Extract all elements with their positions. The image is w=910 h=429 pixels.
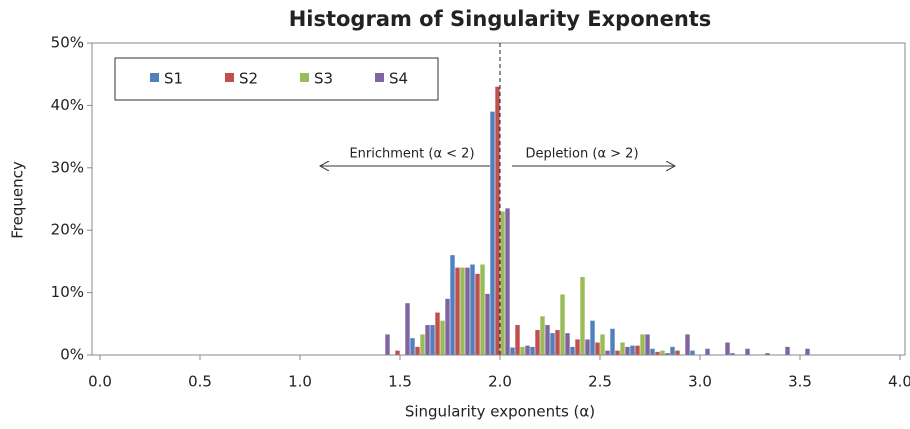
bar <box>660 350 665 355</box>
y-tick-label: 20% <box>51 221 84 239</box>
y-tick-label: 0% <box>60 346 84 364</box>
legend-swatch <box>150 73 159 82</box>
bar <box>630 345 635 355</box>
bar <box>430 325 435 355</box>
legend-swatch <box>225 73 234 82</box>
bar <box>505 208 510 355</box>
bar <box>620 342 625 355</box>
y-tick-label: 10% <box>51 283 84 301</box>
bar <box>605 350 610 355</box>
bar <box>555 330 560 355</box>
chart-title: Histogram of Singularity Exponents <box>289 7 712 31</box>
annotation: Enrichment (α < 2) <box>349 147 474 162</box>
bar <box>725 342 730 355</box>
bar <box>435 312 440 355</box>
x-tick-label: 0.5 <box>188 373 212 391</box>
legend-label: S4 <box>389 70 408 88</box>
bar <box>405 303 410 355</box>
bar <box>560 294 565 355</box>
bar <box>475 273 480 355</box>
bar <box>585 339 590 355</box>
bar <box>415 346 420 355</box>
legend-label: S3 <box>314 70 333 88</box>
x-tick-label: 1.5 <box>388 373 412 391</box>
y-tick-label: 50% <box>51 34 84 52</box>
annotation: Depletion (α > 2) <box>525 147 638 162</box>
x-tick-label: 4.0 <box>888 373 910 391</box>
bar <box>520 346 525 355</box>
bar <box>615 350 620 355</box>
bar <box>525 345 530 355</box>
bar <box>665 353 670 355</box>
legend <box>114 57 439 101</box>
bar <box>645 334 650 355</box>
bar <box>500 211 505 355</box>
bar <box>425 325 430 355</box>
bar <box>535 330 540 355</box>
bar <box>455 267 460 355</box>
x-axis-label: Singularity exponents (α) <box>405 403 595 421</box>
bar <box>445 298 450 355</box>
legend-swatch <box>375 73 384 82</box>
bar <box>595 342 600 355</box>
x-tick-label: 3.5 <box>788 373 812 391</box>
bar <box>410 338 415 355</box>
bar <box>745 348 750 355</box>
bar <box>540 316 545 355</box>
bar <box>440 320 445 355</box>
bar <box>545 325 550 355</box>
bar <box>530 346 535 355</box>
bar <box>625 346 630 355</box>
x-tick-label: 1.0 <box>288 373 312 391</box>
bar <box>610 328 615 355</box>
bar <box>765 353 770 355</box>
bar <box>805 348 810 355</box>
bar <box>470 264 475 355</box>
bar <box>395 350 400 355</box>
x-tick-label: 0.0 <box>88 373 112 391</box>
legend-swatch <box>300 73 309 82</box>
bar <box>655 351 660 355</box>
bar <box>600 334 605 355</box>
bar <box>485 293 490 355</box>
x-tick-label: 3.0 <box>688 373 712 391</box>
bar <box>580 277 585 355</box>
bar <box>670 346 675 355</box>
bar <box>730 353 735 355</box>
y-tick-label: 40% <box>51 96 84 114</box>
bar <box>495 86 500 356</box>
bar <box>460 267 465 355</box>
bar <box>690 350 695 355</box>
x-tick-label: 2.5 <box>588 373 612 391</box>
bar <box>650 348 655 355</box>
bar <box>465 267 470 355</box>
x-tick-label: 2.0 <box>488 373 512 391</box>
bar <box>685 334 690 355</box>
bar <box>590 320 595 355</box>
bar <box>480 264 485 355</box>
bar <box>550 333 555 355</box>
bar <box>490 111 495 355</box>
bar <box>420 334 425 355</box>
legend-label: S2 <box>239 70 258 88</box>
bar <box>570 346 575 355</box>
y-axis-label: Frequency <box>9 161 27 239</box>
bar <box>785 346 790 355</box>
bar <box>385 334 390 355</box>
bar <box>640 334 645 355</box>
legend-label: S1 <box>164 70 183 88</box>
bar <box>675 350 680 355</box>
bar <box>450 255 455 355</box>
bar <box>515 325 520 355</box>
bar <box>705 348 710 355</box>
bar <box>575 339 580 355</box>
y-tick-label: 30% <box>51 158 84 176</box>
bar <box>510 347 515 355</box>
bar <box>635 345 640 355</box>
bar <box>565 333 570 355</box>
